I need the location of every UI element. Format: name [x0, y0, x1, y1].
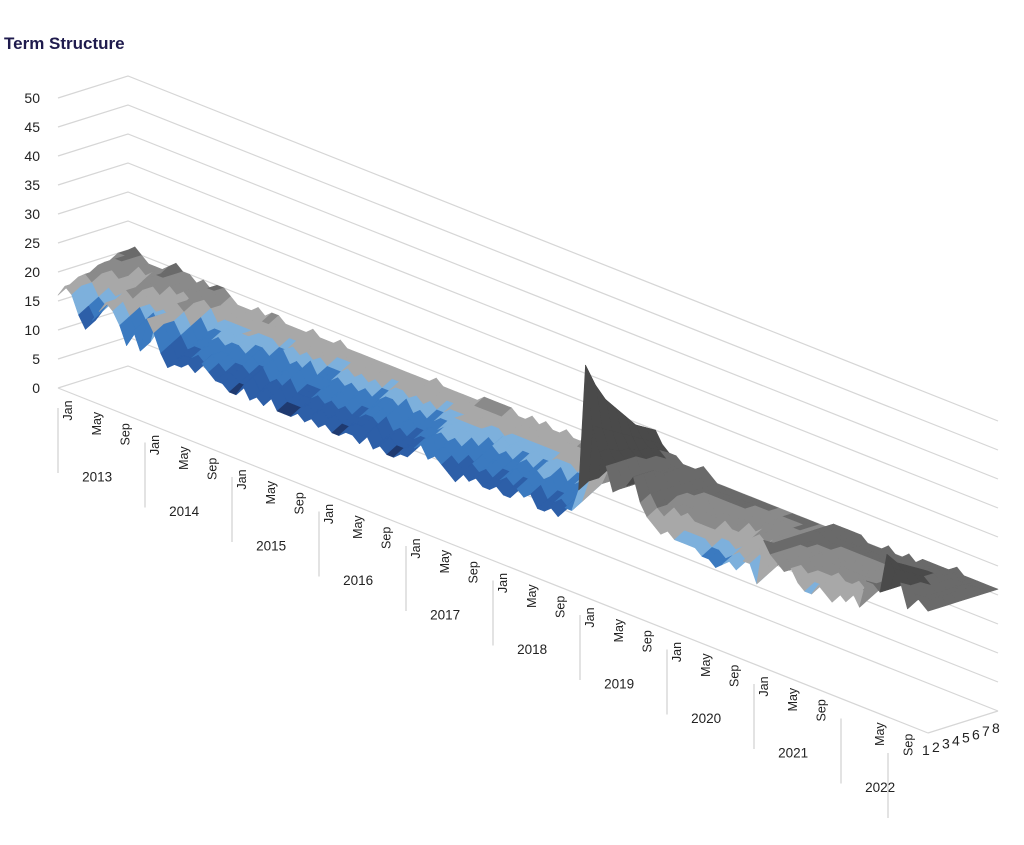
depth-tick-label-4: 4: [952, 733, 960, 749]
x-month-label: May: [264, 480, 278, 504]
depth-tick-label-8: 8: [992, 720, 1000, 736]
chart-title: Term Structure: [4, 34, 125, 53]
depth-tick-label-2: 2: [932, 739, 940, 755]
x-month-label: Sep: [902, 734, 916, 756]
x-year-label-2020: 2020: [691, 711, 721, 726]
depth-tick-label-5: 5: [962, 729, 970, 745]
x-month-label: Sep: [206, 458, 220, 480]
z-tick-label-35: 35: [24, 177, 40, 193]
x-month-label: Jan: [583, 607, 597, 627]
x-month-label: Sep: [815, 699, 829, 721]
x-month-label: May: [612, 618, 626, 642]
x-year-label-2016: 2016: [343, 573, 373, 588]
x-year-label-2017: 2017: [430, 608, 460, 623]
gridline-0: [57, 365, 999, 712]
gridline-35: [57, 162, 999, 509]
z-tick-label-15: 15: [24, 293, 40, 309]
x-month-label: Sep: [467, 561, 481, 583]
z-tick-label-50: 50: [24, 90, 40, 106]
gridline-45: [57, 104, 999, 451]
x-month-label: Jan: [670, 642, 684, 662]
z-tick-label-25: 25: [24, 235, 40, 251]
x-month-label: Sep: [728, 665, 742, 687]
x-month-label: Jan: [148, 435, 162, 455]
x-year-label-2019: 2019: [604, 677, 634, 692]
x-year-label-2018: 2018: [517, 642, 547, 657]
z-tick-label-40: 40: [24, 148, 40, 164]
x-year-label-2022: 2022: [865, 780, 895, 795]
x-year-label-2015: 2015: [256, 539, 286, 554]
x-month-label: Sep: [380, 527, 394, 549]
x-month-label: Sep: [641, 630, 655, 652]
z-tick-label-5: 5: [32, 351, 40, 367]
x-year-label-2021: 2021: [778, 746, 808, 761]
x-month-label: Sep: [554, 596, 568, 618]
z-axis-ticks: 0 5 10 15 20 25 30 35 40 45 50: [24, 90, 40, 396]
depth-tick-label-1: 1: [922, 742, 930, 758]
x-month-label: Jan: [757, 676, 771, 696]
x-month-label: Jan: [322, 504, 336, 524]
x-month-label: Jan: [61, 400, 75, 420]
x-month-label: Jan: [235, 469, 249, 489]
x-axis: Jan May Sep 2013 Jan May Sep 2014 Jan May Sep 2015 J…: [57, 400, 916, 818]
x-month-label: May: [351, 515, 365, 539]
gridline-25: [57, 220, 999, 567]
x-month-label: Jan: [409, 538, 423, 558]
floor-right-edge: [927, 710, 999, 734]
z-tick-label-10: 10: [24, 322, 40, 338]
x-year-label-2013: 2013: [82, 470, 112, 485]
z-tick-label-20: 20: [24, 264, 40, 280]
x-year-label-2014: 2014: [169, 504, 200, 519]
x-month-label: May: [786, 687, 800, 711]
x-month-label: May: [438, 549, 452, 573]
floor-front-edge: [57, 387, 929, 734]
x-month-label: Sep: [293, 492, 307, 514]
z-tick-label-0: 0: [32, 380, 40, 396]
z-tick-label-45: 45: [24, 119, 40, 135]
depth-tick-label-7: 7: [982, 723, 990, 739]
gridlines: [57, 75, 999, 734]
x-month-label: Jan: [496, 573, 510, 593]
gridline-30: [57, 191, 999, 538]
x-month-label: May: [177, 446, 191, 470]
gridline-50: [57, 75, 999, 422]
surface-cell: [920, 599, 939, 612]
x-month-label: May: [699, 653, 713, 677]
surface: [57, 246, 999, 612]
x-month-label: Sep: [119, 423, 133, 445]
depth-tick-label-3: 3: [942, 736, 950, 752]
depth-tick-label-6: 6: [972, 726, 980, 742]
gridline-40: [57, 133, 999, 480]
x-month-label: May: [525, 584, 539, 608]
z-tick-label-30: 30: [24, 206, 40, 222]
x-month-label: May: [90, 411, 104, 435]
x-month-label: May: [873, 722, 887, 746]
